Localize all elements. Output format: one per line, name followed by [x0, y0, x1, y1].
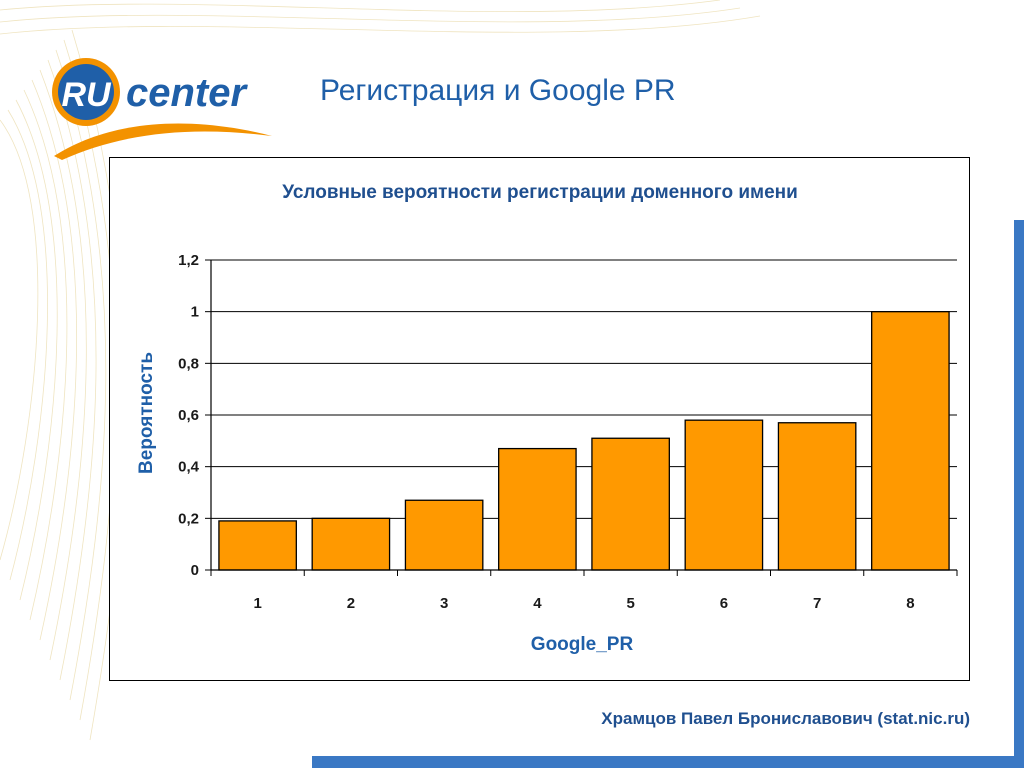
x-tick-label: 6: [720, 595, 728, 612]
ru-center-logo: RU center: [52, 58, 272, 160]
bar: [871, 311, 950, 571]
tick-labels: 0 0,2 0,4 0,6 0,8 1 1,2 1 2 3 4 5 6 7 8: [178, 252, 914, 612]
x-tick-label: 1: [253, 595, 261, 612]
y-tick-label: 0: [191, 562, 199, 579]
y-tick-label: 1,2: [178, 252, 199, 269]
bars: [218, 311, 950, 571]
x-tick-label: 2: [347, 595, 355, 612]
logo-swoosh: [54, 123, 272, 160]
bar: [404, 499, 484, 571]
y-tick-label: 0,6: [178, 407, 199, 424]
bar-chart: Условные вероятности регистрации доменно…: [136, 182, 958, 655]
x-axis-label: Google_PR: [531, 634, 634, 655]
y-tick-label: 0,2: [178, 510, 199, 527]
y-tick-label: 0,4: [178, 459, 200, 476]
footer-author: Храмцов Павел Брониславович (stat.nic.ru…: [601, 709, 970, 728]
bar: [218, 520, 297, 571]
wave-pattern: [0, 0, 761, 741]
y-tick-label: 1: [191, 304, 199, 321]
bottom-accent-bar: [312, 756, 1024, 768]
chart-frame: Условные вероятности регистрации доменно…: [109, 157, 970, 681]
y-tick-label: 0,8: [178, 355, 199, 372]
axes: [205, 259, 958, 576]
logo-ru-text: RU: [61, 76, 112, 114]
bar: [777, 422, 857, 571]
slide-title: Регистрация и Google PR: [320, 74, 676, 107]
x-tick-label: 5: [626, 595, 634, 612]
x-tick-label: 3: [440, 595, 448, 612]
right-accent-bar: [1014, 220, 1024, 768]
bar: [498, 447, 577, 571]
bar: [311, 517, 391, 571]
x-tick-label: 7: [813, 595, 821, 612]
logo-center-text: center: [126, 71, 248, 115]
bar: [591, 437, 670, 571]
bar: [684, 419, 764, 571]
chart-title: Условные вероятности регистрации доменно…: [282, 182, 798, 203]
y-axis-label: Вероятность: [136, 352, 157, 474]
x-tick-label: 8: [906, 595, 914, 612]
x-tick-label: 4: [533, 595, 542, 612]
